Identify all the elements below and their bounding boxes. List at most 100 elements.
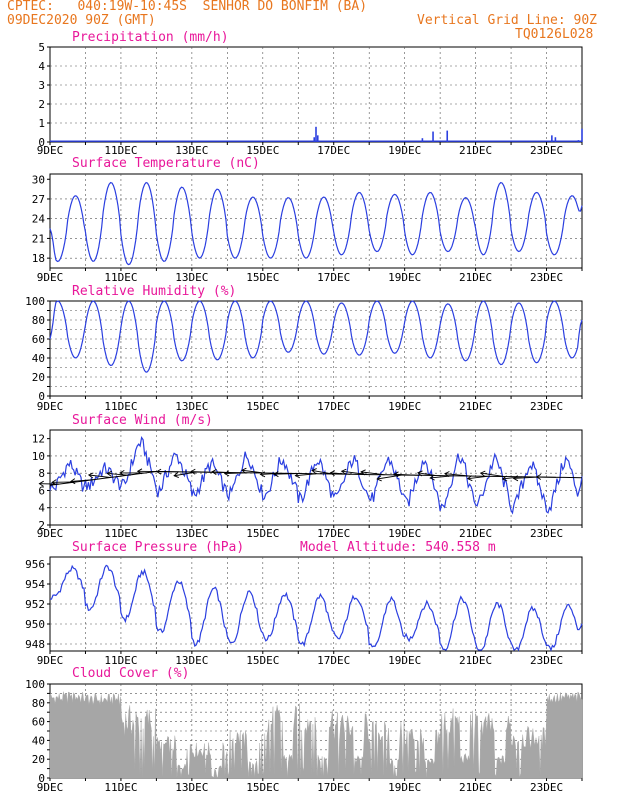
pressure-title: Surface Pressure (hPa) [72,540,244,555]
wind-ytick-label: 12 [32,433,45,446]
humidity-ytick-label: 60 [32,333,45,346]
wind-xlabel: 17DEC [317,527,350,540]
wind-vector-head [479,470,486,477]
wind-vector-head [223,470,230,477]
temperature-title: Surface Temperature (nC) [72,156,260,171]
cloud-cover-ytick-label: 100 [25,678,45,691]
pressure-xlabel: 9DEC [37,654,64,667]
cloud-cover-xlabel: 21DEC [459,781,492,794]
wind-ytick-label: 10 [32,450,45,463]
temperature-line [49,181,583,266]
wind-vector-head [340,468,347,475]
humidity-xlabel: 17DEC [317,400,350,413]
temperature-xlabel: 23DEC [530,271,563,284]
wind-title: Surface Wind (m/s) [72,413,213,428]
cloud-cover-xlabel: 17DEC [317,781,350,794]
wind-vector-head [273,471,279,478]
wind-vector-head [329,470,336,477]
wind-vector [88,474,111,478]
humidity-panel [47,300,583,399]
wind-vector-head [87,472,94,479]
wind-ytick-label: 4 [38,502,45,515]
pressure-ytick-label: 950 [25,618,45,631]
precipitation-xlabel: 13DEC [175,144,208,157]
wind-line [49,435,583,515]
cloud-area [49,691,583,779]
wind-panel [38,429,583,528]
pressure-xlabel: 13DEC [175,654,208,667]
precipitation-ytick-label: 2 [38,98,45,111]
wind-vector-head [466,475,473,482]
model-altitude-label: Model Altitude: 540.558 m [300,540,496,555]
precipitation-ytick-label: 4 [38,60,45,73]
precipitation-xlabel: 21DEC [459,144,492,157]
humidity-ytick-label: 20 [32,371,45,384]
cloud-cover-xlabel: 11DEC [104,781,137,794]
cloud-cover-xlabel: 9DEC [37,781,64,794]
wind-xlabel: 21DEC [459,527,492,540]
pressure-xlabel: 17DEC [317,654,350,667]
wind-vector-head [429,474,435,481]
temperature-ytick-label: 24 [32,213,46,226]
precipitation-xlabel: 15DEC [246,144,279,157]
humidity-xlabel: 9DEC [37,400,64,413]
wind-xlabel: 13DEC [175,527,208,540]
model-code: TQ0126L028 [515,27,594,42]
wind-vector-head [106,470,112,477]
precipitation-ytick-label: 1 [38,117,45,130]
temperature-xlabel: 9DEC [37,271,64,284]
humidity-xlabel: 23DEC [530,400,563,413]
humidity-xlabel: 13DEC [175,400,208,413]
pressure-ytick-label: 954 [25,578,45,591]
humidity-ytick-label: 80 [32,314,45,327]
wind-vector-head [393,471,399,478]
precipitation-ytick-label: 0 [38,136,45,149]
pressure-xlabel: 23DEC [530,654,563,667]
wind-ytick-label: 2 [38,519,45,532]
humidity-line [49,300,583,373]
pressure-xlabel: 15DEC [246,654,279,667]
wind-vector-head [173,472,179,479]
cloud-cover-xlabel: 23DEC [530,781,563,794]
humidity-xlabel: 15DEC [246,400,279,413]
pressure-xlabel: 19DEC [388,654,421,667]
humidity-title: Relative Humidity (%) [72,284,236,299]
wind-ytick-label: 8 [38,467,45,480]
station-header: CPTEC: 040:19W-10:45S SENHOR DO BONFIM (… [7,0,368,14]
cloud-cover-xlabel: 15DEC [246,781,279,794]
humidity-xlabel: 21DEC [459,400,492,413]
precipitation-xlabel: 9DEC [37,144,64,157]
cloud-cover-panel [47,683,583,781]
precipitation-title: Precipitation (mm/h) [72,30,229,45]
precipitation-xlabel: 17DEC [317,144,350,157]
wind-vector-head [51,479,57,486]
wind-ytick-label: 6 [38,484,45,497]
pressure-ytick-label: 952 [25,598,45,611]
temperature-xlabel: 15DEC [246,271,279,284]
wind-xlabel: 9DEC [37,527,64,540]
wind-xlabel: 15DEC [246,527,279,540]
pressure-ytick-label: 956 [25,558,45,571]
cloud-cover-ytick-label: 80 [32,697,45,710]
pressure-line [49,564,583,652]
wind-vector-head [136,468,143,475]
humidity-xlabel: 11DEC [104,400,137,413]
cloud-cover-title: Cloud Cover (%) [72,666,189,681]
temperature-ytick-label: 21 [32,232,45,245]
wind-vector [480,472,505,477]
wind-mean-line [49,470,583,486]
wind-vector-head [360,469,366,476]
precipitation-panel [47,46,583,145]
humidity-ytick-label: 40 [32,352,45,365]
temperature-panel [47,173,583,271]
temperature-ytick-label: 18 [32,252,45,265]
precipitation-ytick-label: 3 [38,79,45,92]
wind-vector-head [376,475,382,482]
wind-xlabel: 23DEC [530,527,563,540]
temperature-xlabel: 13DEC [175,271,208,284]
precipitation-xlabel: 23DEC [530,144,563,157]
cloud-cover-xlabel: 19DEC [388,781,421,794]
wind-xlabel: 11DEC [104,527,137,540]
wind-vector-head [241,467,247,474]
